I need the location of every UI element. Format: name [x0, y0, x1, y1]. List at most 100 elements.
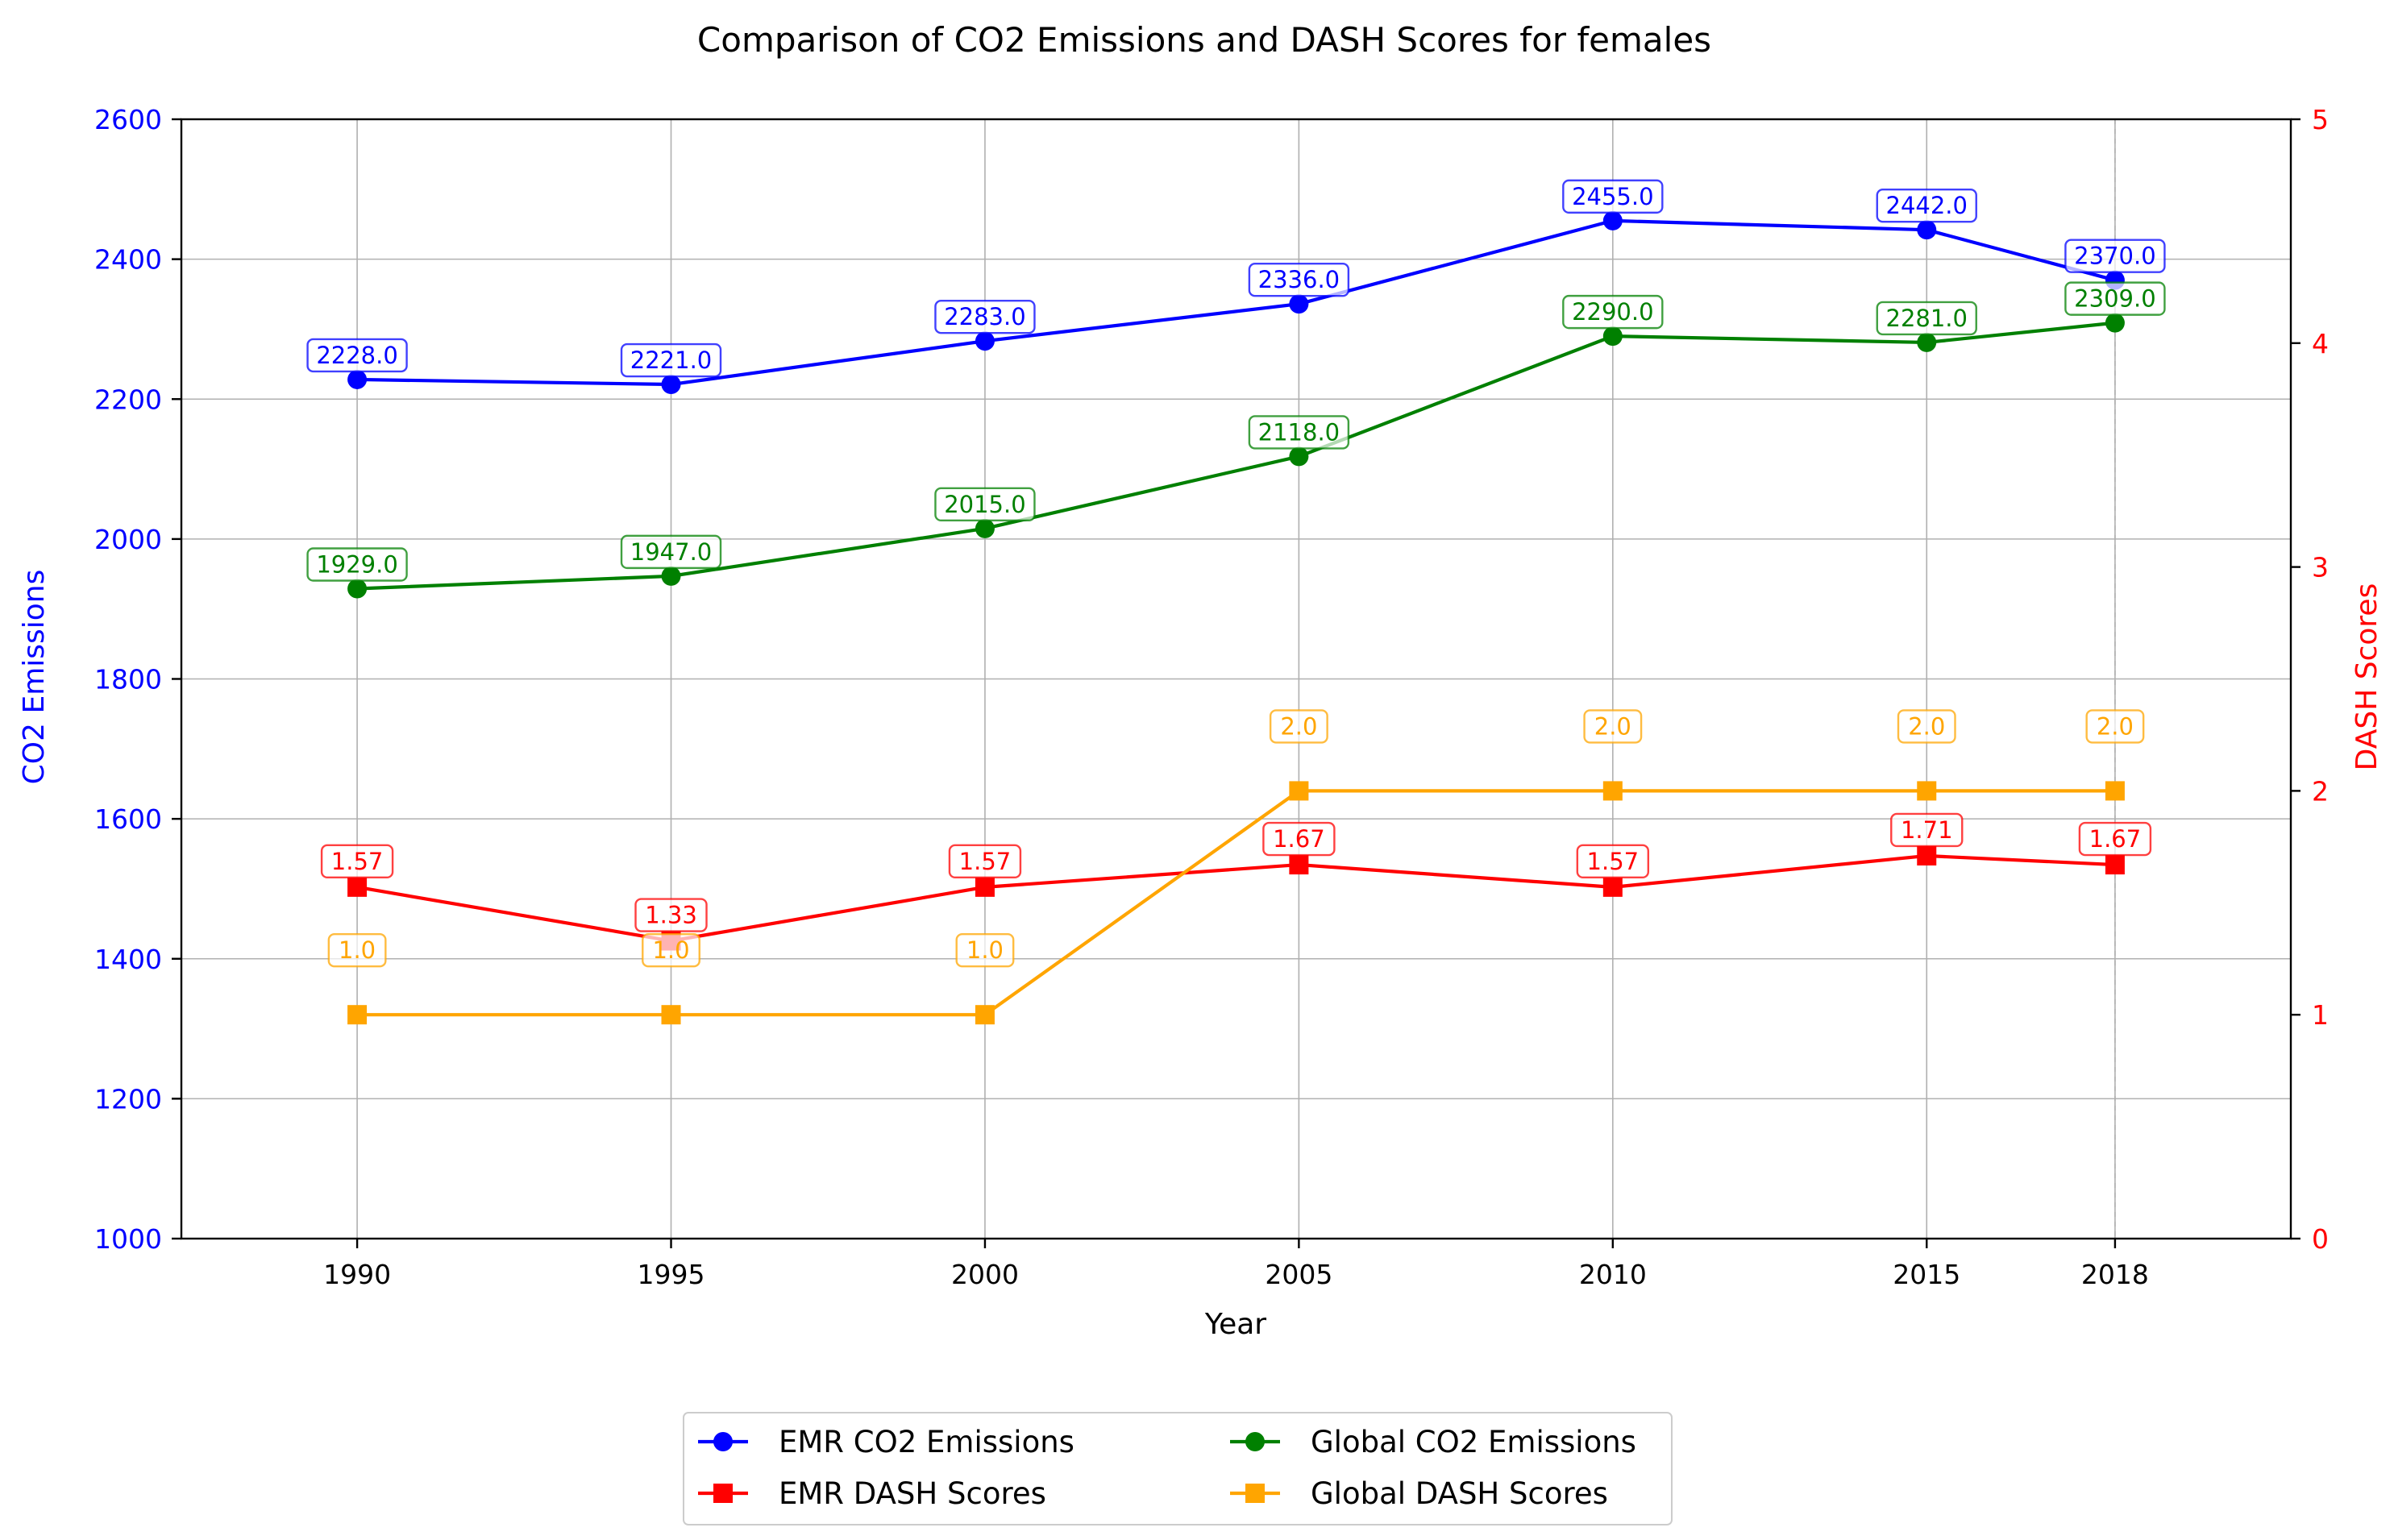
data-label-box: [948, 844, 1022, 879]
data-label: 1.57: [948, 844, 1022, 879]
data-label-text: 2455.0: [1572, 183, 1653, 210]
data-label-text: 2.0: [1594, 712, 1631, 740]
data-label: 2015.0: [934, 487, 1036, 522]
y-right-tick-label: 5: [2312, 104, 2329, 135]
data-label-box: [934, 299, 1036, 334]
axes-layer: 1990 1995 2000 2005 2010 2015 2018100012001400…: [94, 104, 2329, 1290]
data-point: [347, 579, 368, 599]
data-label-box: [1876, 301, 1977, 336]
data-label-text: 1.0: [966, 936, 1004, 964]
data-label: 2.0: [1583, 709, 1643, 744]
data-label-box: [634, 898, 708, 932]
data-label-text: 1947.0: [630, 538, 712, 566]
legend-box: [683, 1412, 1673, 1525]
data-label-box: [620, 534, 722, 570]
y-left-tick-label: 1200: [94, 1083, 162, 1115]
data-point: [347, 877, 368, 897]
y-axis-right-label: DASH Scores: [2350, 583, 2384, 771]
data-label-box: [1897, 709, 1956, 744]
data-point: [1917, 845, 1937, 865]
data-label-text: 2118.0: [1258, 418, 1340, 446]
data-point: [1602, 781, 1623, 801]
data-label-text: 1.33: [645, 902, 697, 929]
data-label-text: 2.0: [1280, 712, 1317, 740]
data-point: [975, 877, 995, 897]
data-point: [975, 518, 995, 538]
y-left-tick-label: 2600: [94, 104, 162, 135]
data-label: 1.0: [955, 932, 1015, 968]
data-label-box: [1562, 179, 1664, 214]
data-point: [2105, 855, 2125, 875]
data-label: 2309.0: [2064, 281, 2166, 316]
data-point: [1289, 294, 1309, 314]
y-left-tick-label: 2400: [94, 244, 162, 276]
y-right-tick-label: 3: [2312, 552, 2329, 583]
data-label-text: 1.71: [1901, 816, 1953, 844]
data-label: 2.0: [2085, 709, 2145, 744]
data-label: 2.0: [1269, 709, 1328, 744]
data-label-box: [327, 932, 387, 968]
data-label-text: 2015.0: [944, 491, 1025, 518]
legend-swatch-marker: [1245, 1432, 1265, 1451]
x-tick-label: 1990: [323, 1259, 391, 1290]
data-label-text: 1.0: [652, 936, 689, 964]
data-label-text: 1.57: [331, 848, 384, 875]
data-point: [1602, 326, 1623, 347]
data-point: [1917, 781, 1937, 801]
data-label-box: [1876, 188, 1977, 223]
data-label-text: 1.0: [339, 936, 376, 964]
data-point: [1917, 332, 1937, 352]
y-left-tick-label: 1000: [94, 1223, 162, 1255]
data-point: [2105, 781, 2125, 801]
data-label-box: [1248, 415, 1350, 450]
data-label-box: [1890, 812, 1964, 848]
x-axis-label: Year: [1204, 1308, 1266, 1341]
legend-swatch-marker: [713, 1484, 733, 1503]
data-label: 2118.0: [1248, 415, 1350, 450]
legend-item: Global CO2 Emissions: [1230, 1425, 1636, 1459]
data-label-box: [955, 932, 1015, 968]
data-label-text: 2281.0: [1886, 305, 1968, 332]
data-label: 1.33: [634, 898, 708, 932]
data-label-box: [642, 932, 700, 968]
series-emr-co2-emissions: [347, 210, 2125, 395]
x-tick-label: 2018: [2081, 1259, 2149, 1290]
data-label-text: 2283.0: [944, 303, 1025, 330]
data-point: [1917, 220, 1937, 240]
data-point: [347, 369, 368, 389]
data-label-text: 2.0: [1908, 712, 1945, 740]
data-label: 2228.0: [306, 338, 408, 373]
data-label-text: 1929.0: [316, 551, 397, 579]
data-point: [2105, 313, 2125, 333]
data-label-text: 2.0: [2097, 712, 2134, 740]
x-tick-label: 2010: [1579, 1259, 1647, 1290]
legend-label: EMR CO2 Emissions: [779, 1425, 1074, 1459]
y-axis-left-label: CO2 Emissions: [18, 570, 51, 785]
x-tick-label: 2015: [1893, 1259, 1960, 1290]
legend-item: Global DASH Scores: [1230, 1476, 1608, 1511]
data-label: 2281.0: [1876, 301, 1977, 336]
y-left-tick-label: 2000: [94, 524, 162, 555]
legend: EMR CO2 Emissions EMR DASH Scores Global C…: [683, 1412, 1673, 1525]
data-label-text: 1.57: [1587, 848, 1640, 875]
data-label-box: [1562, 294, 1664, 330]
data-label-text: 2442.0: [1886, 192, 1968, 219]
data-label: 2283.0: [934, 299, 1036, 334]
series-global-co2-emissions: [347, 313, 2125, 599]
data-label-text: 2336.0: [1258, 266, 1340, 293]
data-point: [661, 375, 681, 395]
data-point: [975, 331, 995, 351]
y-right-tick-label: 4: [2312, 328, 2329, 359]
data-label-box: [1262, 821, 1336, 857]
data-label: 2442.0: [1876, 188, 1977, 223]
data-label: 1.67: [1262, 821, 1336, 857]
data-label-text: 1.57: [959, 848, 1012, 875]
legend-label: Global DASH Scores: [1311, 1476, 1608, 1511]
data-label-text: 2370.0: [2074, 243, 2155, 270]
data-label: 2221.0: [620, 342, 722, 378]
data-point: [1289, 855, 1309, 875]
legend-swatch-marker: [1245, 1484, 1265, 1503]
x-tick-label: 1995: [638, 1259, 705, 1290]
